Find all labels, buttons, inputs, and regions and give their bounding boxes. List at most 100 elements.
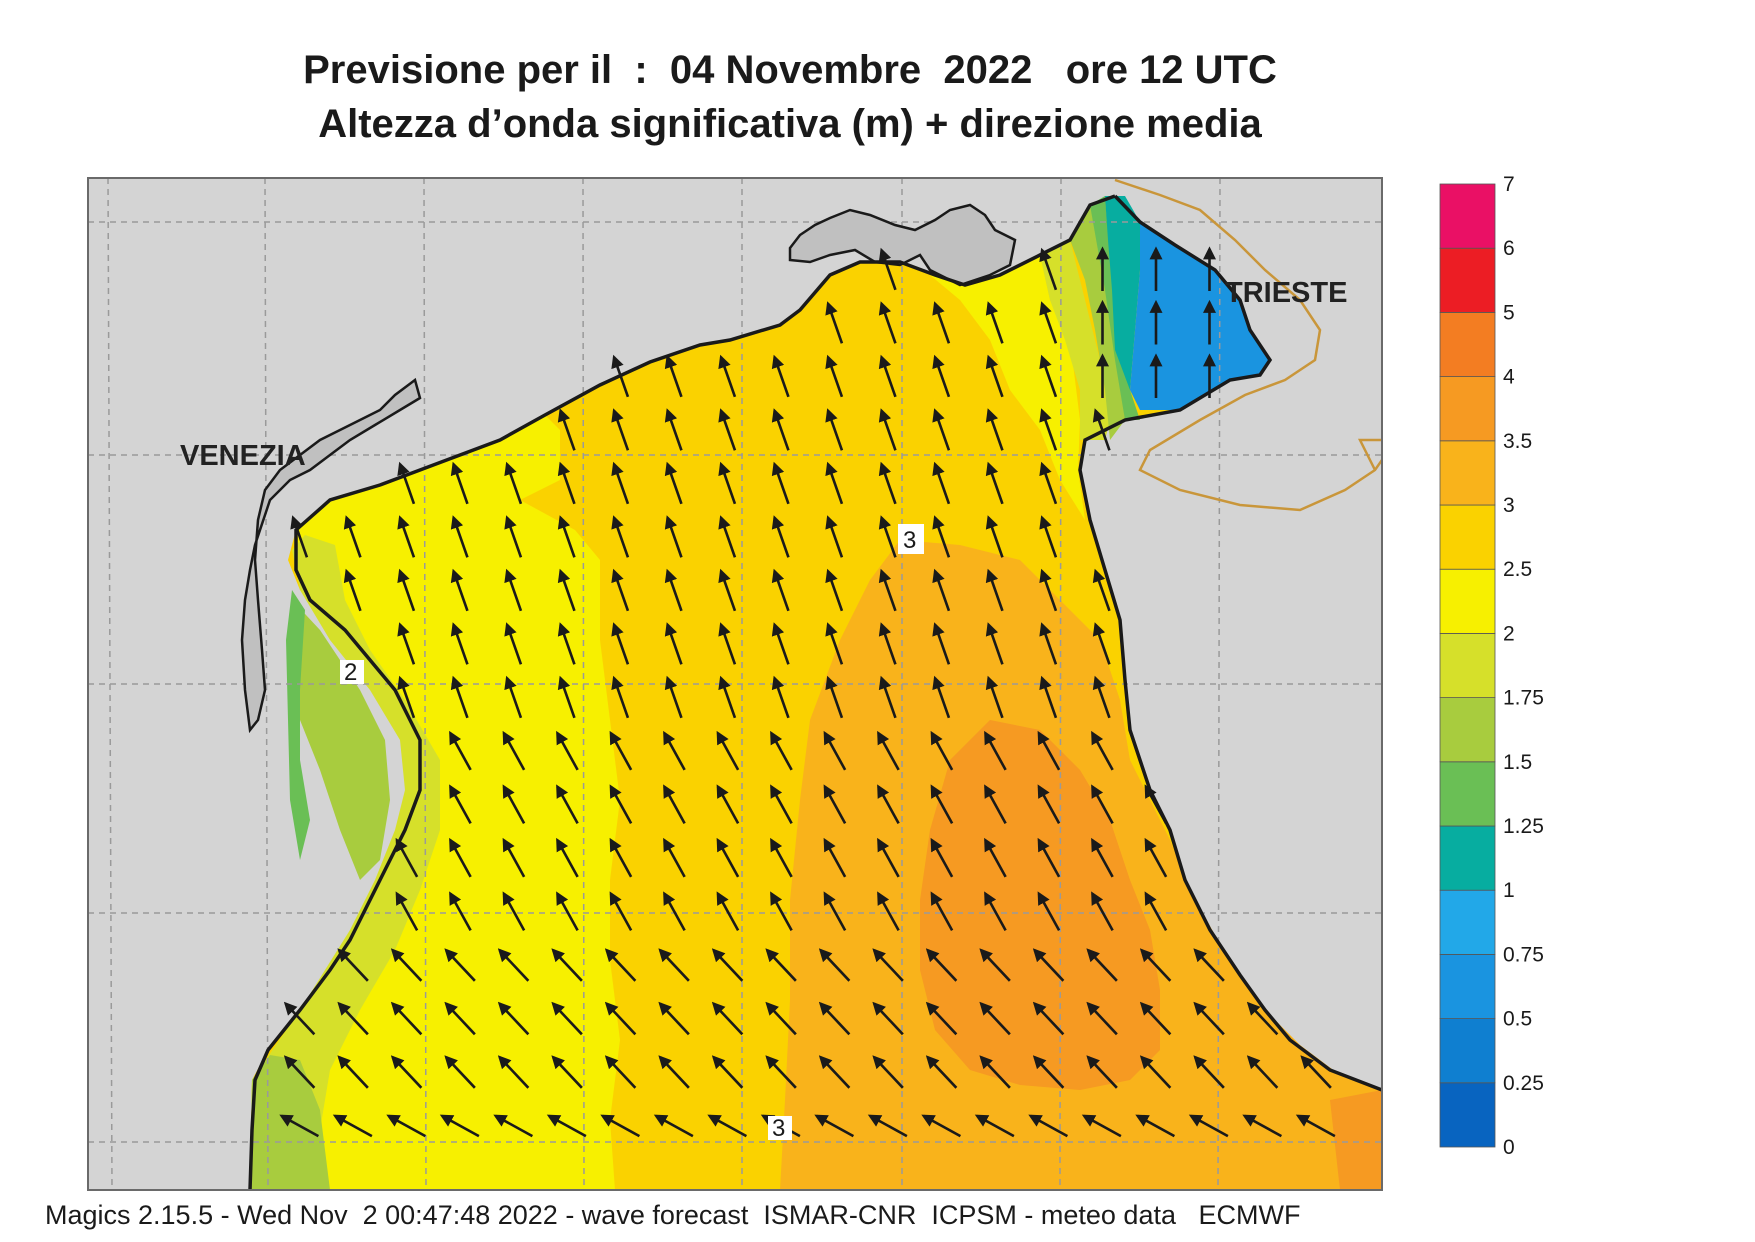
- direction-arrow: [390, 1001, 423, 1036]
- direction-arrow: [502, 730, 526, 771]
- direction-arrow: [718, 461, 737, 505]
- direction-arrow: [504, 515, 523, 558]
- direction-arrow: [1032, 1001, 1065, 1036]
- direction-arrow: [716, 784, 740, 825]
- direction-arrow: [444, 1001, 476, 1036]
- direction-arrow: [279, 1114, 320, 1138]
- direction-arrow: [985, 408, 1004, 451]
- venice-lagoon: [240, 377, 422, 734]
- direction-arrow: [664, 461, 683, 505]
- direction-arrow: [604, 948, 637, 982]
- direction-arrow: [825, 622, 844, 665]
- direction-arrow: [502, 784, 526, 825]
- border-line: [1114, 178, 1382, 512]
- direction-arrow: [979, 948, 1011, 982]
- direction-arrow: [985, 354, 1004, 398]
- direction-arrow: [878, 354, 897, 398]
- map-frame-content: [88, 178, 1382, 1190]
- direction-arrow: [872, 948, 904, 982]
- direction-arrow: [1092, 408, 1111, 451]
- legend-label: 3.5: [1503, 430, 1532, 453]
- direction-arrow: [707, 1114, 748, 1138]
- legend-swatch: [1439, 889, 1496, 955]
- direction-arrow: [1037, 837, 1061, 878]
- direction-arrow: [818, 1055, 851, 1089]
- legend-label: 2.5: [1503, 558, 1532, 581]
- direction-arrow: [449, 730, 472, 771]
- direction-arrow: [664, 675, 683, 719]
- direction-arrow: [930, 837, 954, 878]
- direction-arrow: [1144, 784, 1168, 825]
- direction-arrow: [604, 1055, 637, 1089]
- direction-arrow: [604, 1001, 637, 1036]
- direction-arrow: [932, 354, 951, 398]
- legend-label: 1: [1503, 879, 1515, 902]
- direction-arrow: [878, 622, 897, 665]
- legend-label: 0: [1503, 1136, 1515, 1159]
- direction-arrow: [718, 354, 737, 398]
- direction-arrow: [1139, 948, 1172, 982]
- direction-arrow: [825, 568, 844, 612]
- direction-arrow: [658, 948, 690, 982]
- legend-swatch: [1439, 183, 1496, 249]
- direction-arrow: [557, 568, 576, 612]
- direction-arrow: [663, 784, 686, 825]
- direction-arrow: [663, 891, 686, 932]
- direction-arrow: [1092, 568, 1111, 612]
- legend-swatch: [1439, 761, 1496, 827]
- footer-credits: Magics 2.15.5 - Wed Nov 2 00:47:48 2022 …: [45, 1200, 1301, 1230]
- legend-label: 0.5: [1503, 1008, 1532, 1031]
- direction-arrow: [1193, 1055, 1225, 1089]
- legend-swatch: [1439, 1082, 1496, 1148]
- direction-arrow: [974, 1114, 1015, 1138]
- direction-arrow: [1037, 730, 1061, 771]
- band-1-1.25: [1105, 196, 1140, 390]
- legend-label: 1.5: [1503, 751, 1532, 774]
- direction-arrow: [932, 515, 951, 558]
- direction-arrow: [1188, 1114, 1229, 1138]
- direction-arrow: [1032, 948, 1065, 982]
- direction-arrow: [449, 837, 472, 878]
- direction-arrow: [718, 675, 737, 719]
- direction-arrows: [279, 246, 1336, 1138]
- direction-arrow: [985, 568, 1004, 612]
- direction-arrow: [504, 568, 523, 612]
- direction-arrow: [825, 408, 844, 451]
- legend-swatch: [1439, 376, 1496, 442]
- direction-arrow: [921, 1114, 962, 1138]
- direction-arrow: [556, 891, 579, 932]
- contour-label-2: 2: [344, 659, 357, 686]
- direction-arrow: [332, 1114, 373, 1138]
- direction-arrow: [504, 622, 523, 665]
- legend-swatch: [1439, 504, 1496, 570]
- band-3.5-4-se: [1330, 1090, 1382, 1190]
- legend-label: 0.75: [1503, 943, 1544, 966]
- direction-arrow: [556, 730, 579, 771]
- contour-label-3-b: 3: [772, 1115, 785, 1142]
- direction-arrow: [979, 1055, 1011, 1089]
- direction-arrow: [497, 1055, 530, 1089]
- legend-label: 1.25: [1503, 815, 1544, 838]
- direction-arrow: [878, 461, 897, 505]
- direction-arrow: [390, 1055, 423, 1089]
- direction-arrow: [611, 675, 630, 719]
- direction-arrow: [397, 568, 416, 612]
- direction-arrow: [609, 891, 633, 932]
- direction-arrow: [1028, 1114, 1069, 1138]
- direction-arrow: [444, 948, 476, 982]
- label-venezia: VENEZIA: [180, 440, 306, 472]
- direction-arrow: [718, 568, 737, 612]
- coastline-east: [1078, 194, 1382, 1092]
- legend-label: 5: [1503, 301, 1515, 324]
- direction-arrow: [663, 730, 686, 771]
- direction-arrow: [609, 730, 633, 771]
- direction-arrow: [1039, 675, 1058, 719]
- direction-arrow: [1092, 622, 1111, 665]
- direction-arrow: [1039, 515, 1058, 558]
- direction-arrow: [600, 1114, 641, 1138]
- contour-label-3-a: 3: [903, 527, 916, 554]
- direction-arrow: [1144, 837, 1168, 878]
- direction-arrow: [1086, 948, 1118, 982]
- direction-arrow: [1039, 622, 1058, 665]
